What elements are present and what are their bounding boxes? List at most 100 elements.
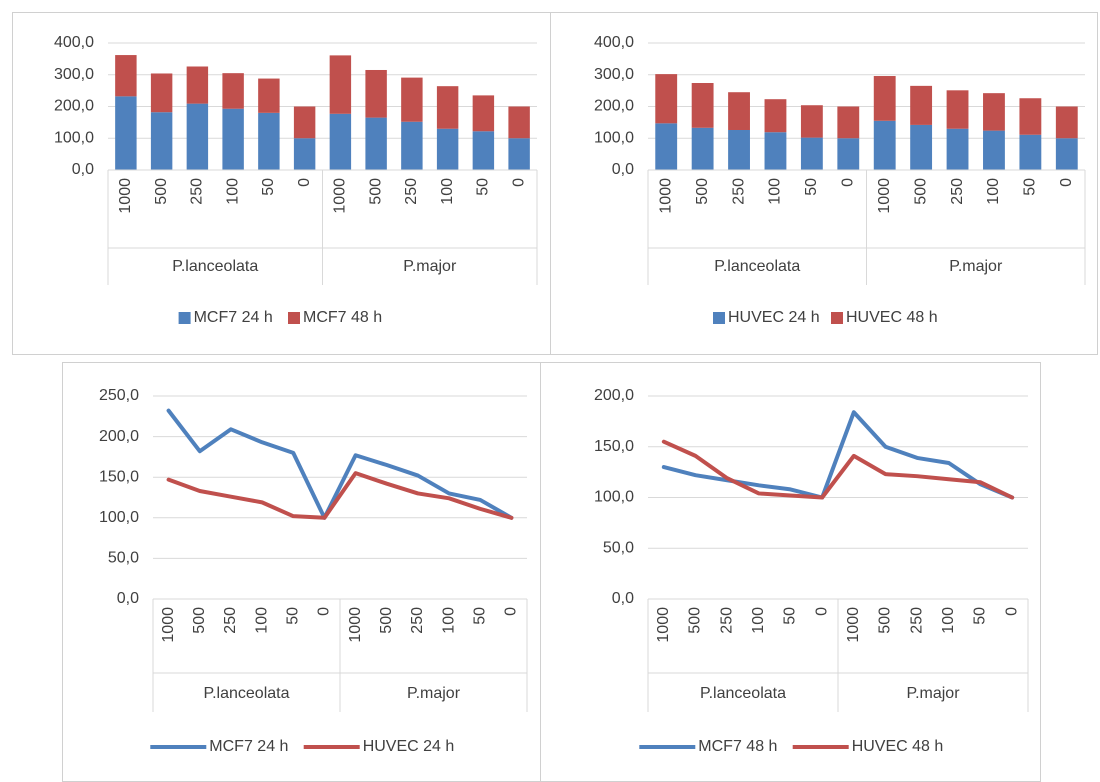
legend-swatch — [288, 312, 300, 324]
x-tick-label: 100 — [253, 607, 270, 634]
bar — [186, 103, 209, 170]
y-tick-label: 0,0 — [612, 161, 634, 178]
x-tick-label: 50 — [1022, 178, 1039, 196]
x-tick-label: 500 — [877, 607, 894, 634]
y-tick-label: 0,0 — [117, 590, 139, 607]
x-tick-label: 250 — [730, 178, 747, 205]
bar — [186, 66, 209, 104]
bar — [837, 106, 860, 139]
x-tick-label: 1000 — [332, 178, 349, 214]
bar — [222, 73, 244, 109]
bar — [873, 120, 896, 170]
x-tick-label: 250 — [403, 178, 420, 205]
bar — [436, 86, 459, 129]
legend-label: HUVEC 24 h — [363, 738, 455, 755]
y-tick-label: 200,0 — [99, 428, 139, 445]
y-tick-label: 400,0 — [594, 34, 634, 51]
x-tick-label: 50 — [782, 607, 799, 625]
bar — [946, 90, 969, 129]
y-tick-label: 200,0 — [594, 98, 634, 115]
line — [661, 439, 1015, 500]
x-tick-label: 250 — [908, 607, 925, 634]
x-tick-label: 100 — [750, 607, 767, 634]
x-tick-label: 0 — [503, 607, 520, 616]
x-tick-label: 500 — [367, 178, 384, 205]
line — [661, 410, 1015, 500]
x-tick-label: 100 — [767, 178, 784, 205]
bar — [728, 92, 750, 130]
bar — [1019, 134, 1042, 170]
bar — [329, 113, 352, 170]
x-tick-label: 100 — [224, 178, 241, 205]
group-label: P.lanceolata — [172, 258, 258, 275]
y-tick-label: 100,0 — [99, 509, 139, 526]
x-tick-label: 50 — [284, 607, 301, 625]
line — [166, 408, 514, 520]
legend-swatch — [713, 312, 725, 324]
bar — [728, 129, 750, 170]
y-tick-label: 50,0 — [603, 539, 634, 556]
legend-label: MCF7 24 h — [194, 309, 273, 326]
group-label: P.lanceolata — [714, 258, 800, 275]
y-tick-label: 150,0 — [594, 438, 634, 455]
bar — [472, 131, 495, 170]
legend-swatch — [178, 312, 191, 324]
bar — [293, 106, 316, 139]
x-tick-label: 250 — [718, 607, 735, 634]
x-tick-label: 0 — [813, 607, 830, 616]
x-tick-label: 100 — [940, 607, 957, 634]
x-tick-label: 1000 — [160, 607, 177, 643]
legend-label: MCF7 24 h — [209, 738, 288, 755]
bar — [401, 121, 423, 170]
x-tick-label: 0 — [1003, 607, 1020, 616]
bar — [910, 124, 933, 170]
bar — [800, 137, 823, 170]
x-tick-label: 0 — [316, 607, 333, 616]
y-tick-label: 300,0 — [594, 66, 634, 83]
bar — [508, 138, 530, 170]
x-tick-label: 0 — [1058, 178, 1075, 187]
bar — [436, 128, 459, 170]
bar — [472, 95, 495, 132]
bar — [115, 96, 137, 170]
legend-label: HUVEC 48 h — [852, 738, 944, 755]
legend-label: MCF7 48 h — [698, 738, 777, 755]
group-label: P.lanceolata — [700, 685, 786, 702]
group-label: P.major — [403, 258, 457, 275]
legend-label: HUVEC 48 h — [846, 309, 938, 326]
y-tick-label: 200,0 — [54, 98, 94, 115]
legend-label: HUVEC 24 h — [728, 309, 820, 326]
y-tick-label: 400,0 — [54, 34, 94, 51]
x-tick-label: 500 — [694, 178, 711, 205]
x-tick-label: 1000 — [845, 607, 862, 643]
bar — [691, 127, 714, 170]
bar — [222, 108, 244, 170]
bar — [655, 123, 678, 170]
bar — [983, 93, 1005, 131]
panel-border — [550, 12, 1098, 355]
bar — [764, 132, 787, 170]
bar — [764, 99, 787, 133]
x-tick-label: 1000 — [347, 607, 364, 643]
bar — [508, 106, 530, 139]
bar — [258, 112, 280, 170]
x-tick-label: 50 — [972, 607, 989, 625]
y-tick-label: 0,0 — [72, 161, 94, 178]
x-tick-label: 1000 — [657, 178, 674, 214]
bar — [1055, 106, 1078, 139]
bar — [401, 77, 423, 122]
x-tick-label: 250 — [949, 178, 966, 205]
x-tick-label: 500 — [687, 607, 704, 634]
x-tick-label: 250 — [409, 607, 426, 634]
bar — [1019, 98, 1042, 135]
bar — [837, 138, 860, 170]
x-tick-label: 500 — [153, 178, 170, 205]
y-tick-label: 0,0 — [612, 590, 634, 607]
group-label: P.major — [949, 258, 1003, 275]
bar — [655, 74, 678, 124]
x-tick-label: 100 — [985, 178, 1002, 205]
x-tick-label: 100 — [440, 607, 457, 634]
bar — [946, 128, 969, 170]
x-tick-label: 1000 — [655, 607, 672, 643]
x-tick-label: 250 — [222, 607, 239, 634]
